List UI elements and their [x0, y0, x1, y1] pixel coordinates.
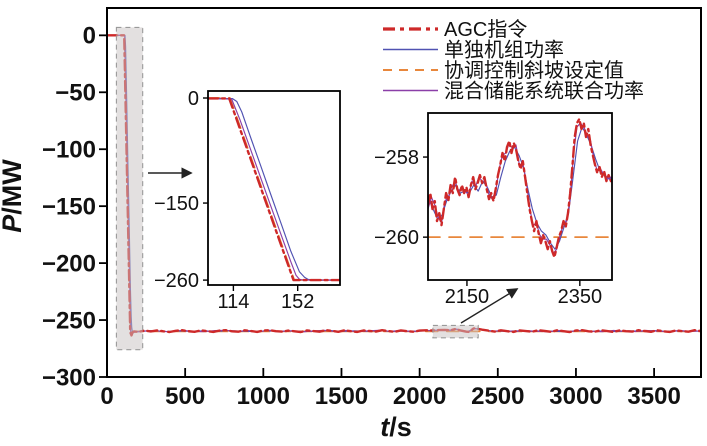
main-x-tick-label: 0 [100, 383, 113, 410]
inset_right-background [428, 113, 612, 280]
highlight-region-steady-zoom-source [432, 324, 479, 339]
inset_left-frame [207, 90, 341, 286]
x-axis-label-unit: /s [389, 412, 412, 442]
plot-main: 0 500 1000 1500 2000 2500 3000 3500 0 −50 −100 −150… [42, 7, 702, 410]
y-axis-label-unit: /MW [0, 159, 27, 215]
main-frame [106, 7, 702, 378]
series-agc-command-inset_left [208, 97, 340, 282]
inset_left-y-tick-label: −150 [154, 193, 199, 215]
inset_right-frame [427, 112, 613, 281]
main-x-tick-label: 3000 [549, 383, 602, 410]
main-y-tick-label: −50 [55, 80, 96, 107]
main-x-tick-label: 2000 [393, 383, 446, 410]
plot-inset_right: 2150 2350 −258 −260 [374, 112, 613, 308]
inset_left-y-tick-label: 0 [188, 88, 199, 110]
main-x-tick-label: 1000 [237, 383, 290, 410]
inset_right-y-tick-label: −260 [374, 227, 419, 249]
series-unit-power-inset_left [208, 97, 340, 281]
legend-item: 协调控制斜坡设定值 [383, 59, 624, 82]
inset_left-background [208, 91, 340, 285]
main-x-tick-label: 500 [165, 383, 205, 410]
series-agc-command-inset_right [428, 117, 612, 259]
main-x-tick-label: 3500 [627, 383, 680, 410]
highlight-region-ramp-zoom-source [115, 26, 144, 351]
inset_right-y-tick-label: −258 [374, 147, 419, 169]
inset_left-x-tick-label: 114 [217, 291, 249, 313]
main-y-tick-label: −150 [42, 194, 96, 221]
x-axis-label-symbol: t [380, 412, 390, 442]
inset_right-series [428, 117, 612, 259]
series-agc-command-main [107, 34, 701, 337]
x-axis-label: t/s [380, 412, 412, 442]
inset_left-series [208, 97, 340, 282]
legend-item: 单独机组功率 [383, 39, 564, 62]
inset_right-x-tick-label: 2150 [445, 286, 490, 308]
legend-label: 单独机组功率 [444, 39, 564, 62]
zoom-arrow-right [460, 288, 519, 324]
main-x-tick-label: 1500 [315, 383, 368, 410]
plot-inset_left: 114 152 0 −150 −260 [154, 88, 341, 313]
legend-label: 混合储能系统联合功率 [444, 80, 644, 103]
main-y-tick-label: −300 [42, 364, 96, 391]
main-y-tick-label: −100 [42, 137, 96, 164]
main-y-tick-label: −250 [42, 307, 96, 334]
main-x-tick-label: 2500 [471, 383, 524, 410]
legend-label: AGC指令 [444, 18, 527, 41]
inset_left-x-tick-label: 152 [281, 291, 314, 313]
y-axis-label: P/MW [0, 159, 27, 233]
legend-item: 混合储能系统联合功率 [383, 80, 644, 103]
main-y-tick-label: 0 [83, 23, 96, 50]
legend-label: 协调控制斜坡设定值 [444, 59, 624, 82]
inset_right-x-tick-label: 2350 [558, 286, 603, 308]
main-y-tick-label: −200 [42, 251, 96, 278]
inset_left-y-tick-label: −260 [154, 270, 199, 292]
y-axis-label-symbol: P [0, 214, 27, 233]
legend-item: AGC指令 [383, 18, 527, 41]
